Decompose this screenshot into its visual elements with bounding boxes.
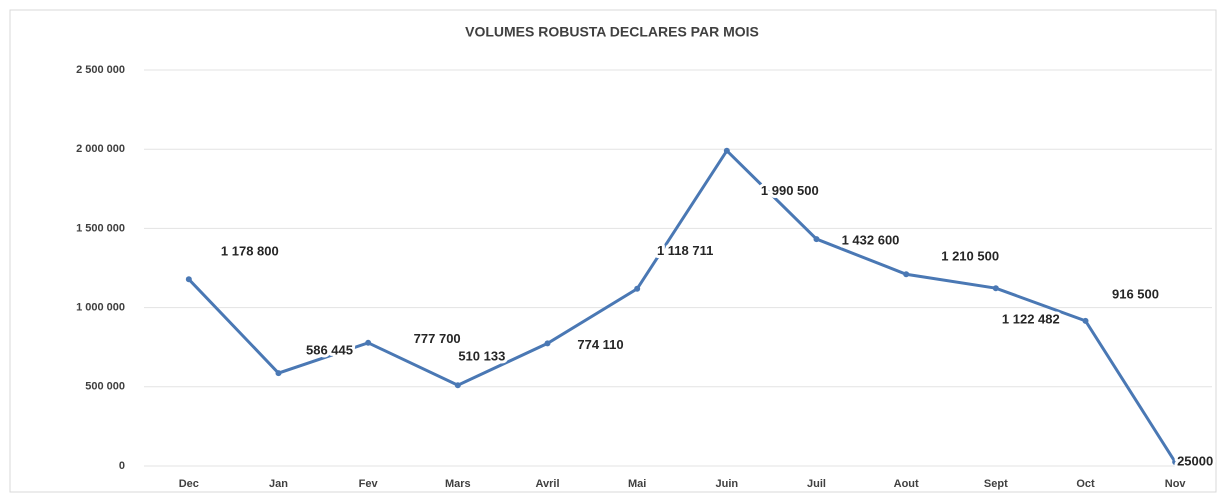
y-tick-label: 0: [119, 460, 125, 472]
x-tick-label: Jan: [269, 478, 288, 490]
point: [723, 147, 730, 154]
line-series: [187, 148, 1177, 463]
data-label: 774 110: [577, 337, 623, 352]
y-tick-label: 1 000 000: [76, 302, 125, 314]
data-label: 1 118 711: [657, 243, 713, 258]
point: [1172, 459, 1179, 466]
data-label: 916 500: [1112, 286, 1159, 301]
data-label: 586 445: [306, 343, 353, 358]
x-tick-label: Juil: [807, 478, 826, 490]
y-tick-label: 500 000: [85, 381, 125, 393]
point: [992, 285, 999, 292]
data-label: 1 122 482: [1002, 312, 1060, 327]
y-tick-label: 1 500 000: [76, 222, 125, 234]
point: [454, 382, 461, 389]
data-label: 777 700: [414, 331, 461, 346]
x-tick-label: Mars: [445, 478, 471, 490]
point: [185, 276, 192, 283]
data-label: 25000: [1177, 453, 1213, 468]
point: [813, 236, 820, 243]
y-tick-label: 2 000 000: [76, 143, 125, 155]
x-tick-label: Fev: [359, 478, 379, 490]
point: [634, 285, 641, 292]
chart-title: VOLUMES ROBUSTA DECLARES PAR MOIS: [465, 24, 759, 40]
x-tick-label: Juin: [716, 478, 739, 490]
x-tick-label: Aout: [894, 478, 919, 490]
x-tick-label: Mai: [628, 478, 646, 490]
x-tick-label: Dec: [179, 478, 199, 490]
data-label: 510 133: [458, 349, 505, 364]
x-tick-label: Sept: [984, 478, 1008, 490]
x-tick-label: Oct: [1076, 478, 1095, 490]
y-tick-label: 2 500 000: [76, 64, 125, 76]
x-tick-label: Nov: [1165, 478, 1187, 490]
data-label: 1 990 500: [761, 183, 819, 198]
point: [275, 370, 282, 377]
point: [544, 340, 551, 347]
data-label: 1 210 500: [941, 249, 999, 264]
point: [365, 339, 372, 346]
chart-border: [9, 9, 1217, 493]
data-label: 1 432 600: [842, 233, 900, 248]
point: [1082, 317, 1089, 324]
x-tick-label: Avril: [535, 478, 559, 490]
point: [903, 271, 910, 278]
data-label: 1 178 800: [221, 244, 279, 259]
